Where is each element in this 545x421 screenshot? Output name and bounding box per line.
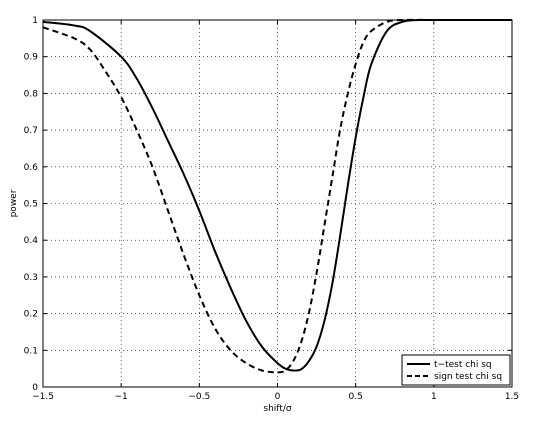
x-tick-label: 1 — [431, 392, 437, 402]
y-tick-label: 0.8 — [24, 89, 39, 99]
y-tick-label: 0.3 — [24, 273, 38, 283]
series-line-t-test — [42, 18, 512, 372]
y-tick-label: 0.9 — [24, 53, 39, 63]
series-lines — [42, 18, 512, 374]
y-tick-label: 0.2 — [24, 310, 38, 320]
legend-label-t-test: t−test chi sq — [434, 360, 492, 370]
x-tick-label: −0.5 — [188, 392, 210, 402]
y-axis-label: power — [9, 189, 19, 217]
x-tick-label: 1.5 — [505, 392, 519, 402]
legend-box — [401, 354, 511, 386]
legend-label-sign-test: sign test chi sq — [434, 372, 502, 382]
x-tick-label: 0 — [275, 392, 281, 402]
x-axis-label: shift/σ — [263, 404, 291, 414]
y-tick-label: 1 — [32, 16, 38, 26]
legend: t−test chi sq sign test chi sq — [401, 354, 511, 386]
y-tick-label: 0.1 — [24, 346, 38, 356]
x-tick-label: −1 — [115, 392, 128, 402]
y-tick-label: 0.7 — [24, 126, 38, 136]
x-tick-label: 0.5 — [349, 392, 363, 402]
y-tick-label: 0.4 — [24, 236, 39, 246]
x-tick-label: −1.5 — [32, 392, 54, 402]
axis-ticks: −1.5 −1 −0.5 0 0.5 1 1.5 0 0.1 0.2 0.3 0.4 0.5 0.6 0.7… — [24, 16, 519, 402]
y-tick-label: 0.5 — [24, 200, 38, 210]
y-tick-label: 0.6 — [24, 163, 39, 173]
y-tick-label: 0 — [32, 383, 38, 393]
